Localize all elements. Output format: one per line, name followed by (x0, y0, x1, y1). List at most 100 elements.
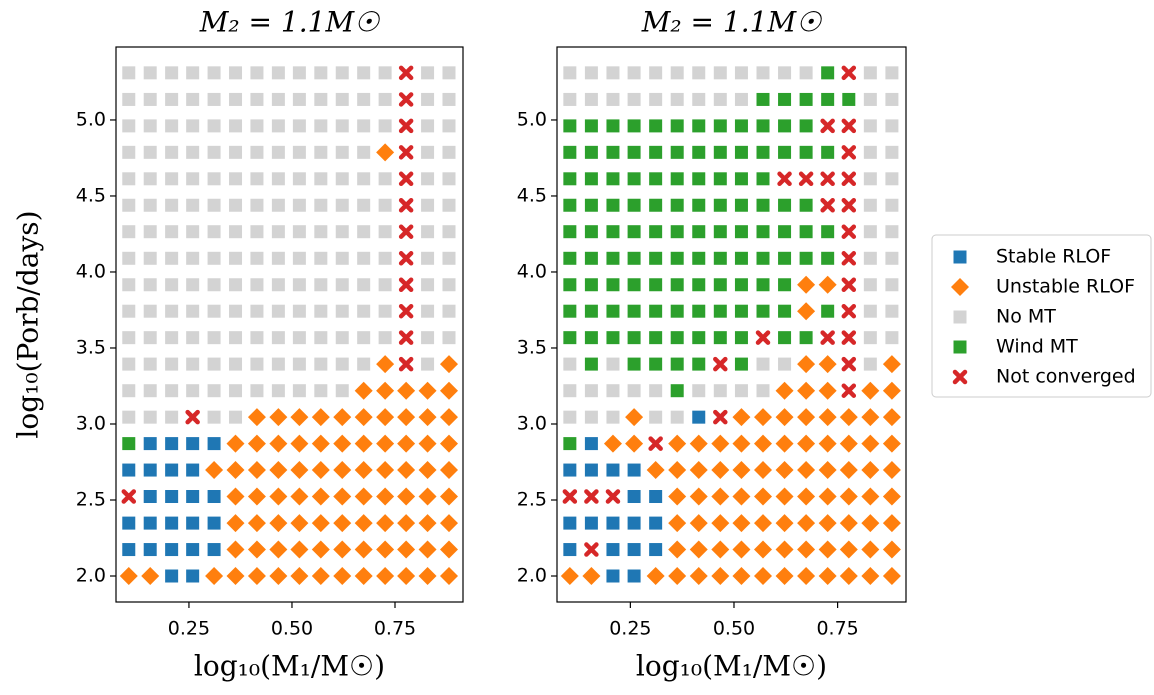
point (563, 251, 577, 265)
point (584, 331, 598, 345)
point (799, 225, 813, 239)
point (885, 331, 899, 345)
point (335, 304, 349, 318)
point (584, 66, 598, 80)
point (863, 172, 877, 186)
point (165, 92, 179, 106)
point (186, 198, 200, 212)
point (713, 92, 727, 106)
point (354, 381, 373, 400)
point (839, 487, 858, 506)
point (357, 66, 371, 80)
point (165, 410, 179, 424)
point (818, 408, 837, 427)
point (584, 145, 598, 159)
point (797, 514, 816, 533)
point (229, 172, 243, 186)
point (398, 277, 414, 292)
point (563, 225, 577, 239)
point (563, 198, 577, 212)
point (670, 331, 684, 345)
point (606, 304, 620, 318)
point (229, 410, 243, 424)
point (229, 304, 243, 318)
point (821, 92, 835, 106)
point (734, 92, 748, 106)
point (143, 516, 157, 530)
point (119, 567, 138, 586)
point (648, 436, 663, 451)
point (882, 434, 901, 453)
point (335, 225, 349, 239)
point (143, 543, 157, 557)
point (839, 434, 858, 453)
point (799, 251, 813, 265)
point (418, 408, 437, 427)
point (143, 331, 157, 345)
point (292, 278, 306, 292)
point (143, 172, 157, 186)
panel-title: M₂ = 1.1M☉ (199, 6, 381, 39)
point (378, 251, 392, 265)
point (229, 145, 243, 159)
x-tick-label: 0.50 (713, 618, 755, 640)
point (421, 331, 435, 345)
x-tick-label: 0.25 (168, 618, 210, 640)
point (122, 66, 136, 80)
point (582, 567, 601, 586)
point (207, 331, 221, 345)
point (186, 304, 200, 318)
point (821, 304, 835, 318)
point (207, 357, 221, 371)
point (229, 92, 243, 106)
point (292, 251, 306, 265)
point (292, 331, 306, 345)
point (885, 172, 899, 186)
point (165, 198, 179, 212)
point (689, 567, 708, 586)
point (821, 251, 835, 265)
point (756, 225, 770, 239)
point (734, 278, 748, 292)
point (165, 172, 179, 186)
point (649, 172, 663, 186)
point (439, 567, 458, 586)
point (863, 92, 877, 106)
point (563, 384, 577, 398)
point (820, 197, 835, 213)
point (207, 251, 221, 265)
point (627, 278, 641, 292)
point (439, 540, 458, 559)
point (818, 487, 837, 506)
point (646, 567, 665, 586)
point (689, 540, 708, 559)
point (354, 540, 373, 559)
point (799, 145, 813, 159)
point (563, 543, 577, 557)
point (290, 461, 309, 480)
point (754, 514, 773, 533)
point (207, 145, 221, 159)
point (818, 461, 837, 480)
point (418, 461, 437, 480)
y-tick-label: 2.5 (76, 488, 106, 510)
point (335, 145, 349, 159)
point (165, 543, 179, 557)
point (186, 278, 200, 292)
point (378, 172, 392, 186)
point (442, 66, 456, 80)
point (732, 540, 751, 559)
point (290, 567, 309, 586)
point (439, 434, 458, 453)
point (649, 516, 663, 530)
point (756, 304, 770, 318)
axes-frame (115, 46, 464, 603)
point (777, 171, 792, 187)
point (398, 145, 414, 160)
point (271, 172, 285, 186)
point (247, 487, 266, 506)
point (314, 304, 328, 318)
point (756, 92, 770, 106)
point (584, 437, 598, 451)
point (292, 357, 306, 371)
